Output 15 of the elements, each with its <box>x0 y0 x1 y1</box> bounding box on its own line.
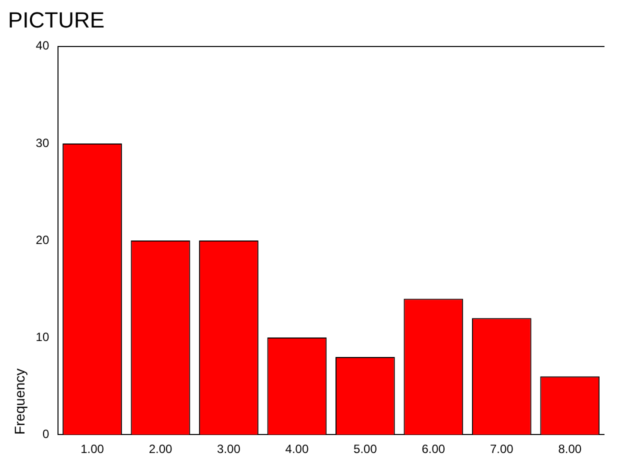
x-tick-label: 5.00 <box>354 442 378 456</box>
y-tick-label: 20 <box>36 232 50 247</box>
y-tick-label: 10 <box>36 330 50 344</box>
y-tick-label: 40 <box>36 38 50 53</box>
x-tick-label: 6.00 <box>422 442 446 456</box>
x-tick-label: 1.00 <box>80 442 104 456</box>
x-tick-label: 3.00 <box>217 442 241 456</box>
y-tick-label: 0 <box>42 426 50 441</box>
x-tick-label: 8.00 <box>558 442 582 456</box>
y-tick-label: 30 <box>36 136 50 150</box>
y-axis-title: Frequency <box>11 368 28 435</box>
x-tick-label: 4.00 <box>285 442 309 456</box>
x-tick-label: 2.00 <box>148 442 172 456</box>
chart-title: PICTURE <box>8 7 105 32</box>
x-tick-label: 7.00 <box>490 442 514 456</box>
